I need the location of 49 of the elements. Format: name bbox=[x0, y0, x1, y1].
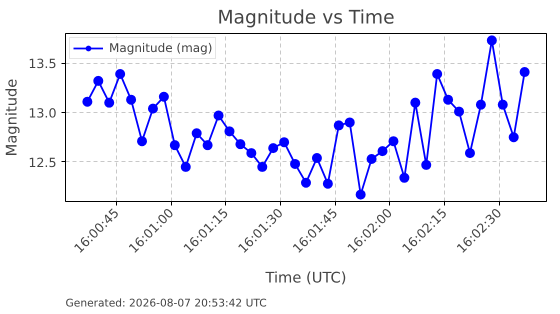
legend-label: Magnitude (mag) bbox=[109, 41, 212, 55]
point bbox=[158, 92, 169, 102]
point bbox=[192, 128, 202, 138]
x-axis-title: Time (UTC) bbox=[264, 269, 347, 286]
point bbox=[224, 126, 234, 136]
point bbox=[104, 98, 114, 108]
point bbox=[300, 178, 311, 188]
point bbox=[399, 172, 410, 183]
point bbox=[454, 106, 464, 117]
point bbox=[214, 110, 224, 121]
point bbox=[334, 120, 344, 130]
point bbox=[432, 69, 442, 80]
point bbox=[388, 136, 398, 146]
point bbox=[93, 76, 104, 86]
point bbox=[137, 136, 148, 146]
point bbox=[464, 148, 475, 158]
point bbox=[268, 143, 278, 154]
point bbox=[322, 178, 333, 189]
point bbox=[378, 146, 388, 156]
point bbox=[82, 96, 92, 107]
y-tick-label: 13.0 bbox=[28, 106, 57, 121]
point bbox=[443, 94, 454, 105]
chart-title: Magnitude vs Time bbox=[217, 8, 395, 28]
point bbox=[366, 154, 377, 164]
point bbox=[421, 160, 432, 170]
point bbox=[520, 67, 530, 78]
point bbox=[476, 100, 486, 110]
point bbox=[148, 104, 158, 114]
point bbox=[235, 139, 246, 150]
point bbox=[498, 100, 508, 110]
y-tick-label: 13.5 bbox=[28, 56, 57, 72]
point bbox=[180, 162, 191, 172]
point bbox=[410, 98, 420, 108]
point bbox=[257, 162, 268, 172]
point bbox=[279, 137, 290, 148]
text: Generated: 2026-08-07 20:53:42 UTC bbox=[66, 296, 267, 310]
point bbox=[246, 148, 256, 158]
point bbox=[126, 94, 136, 105]
y-axis-title: Magnitude bbox=[3, 78, 20, 156]
point bbox=[356, 190, 366, 200]
point bbox=[312, 153, 322, 164]
point bbox=[170, 140, 180, 150]
y-tick-label: 12.5 bbox=[28, 154, 57, 170]
point bbox=[202, 140, 213, 150]
point bbox=[344, 117, 355, 128]
point bbox=[486, 35, 497, 46]
point bbox=[508, 132, 519, 142]
point bbox=[290, 158, 300, 169]
point bbox=[115, 69, 126, 80]
